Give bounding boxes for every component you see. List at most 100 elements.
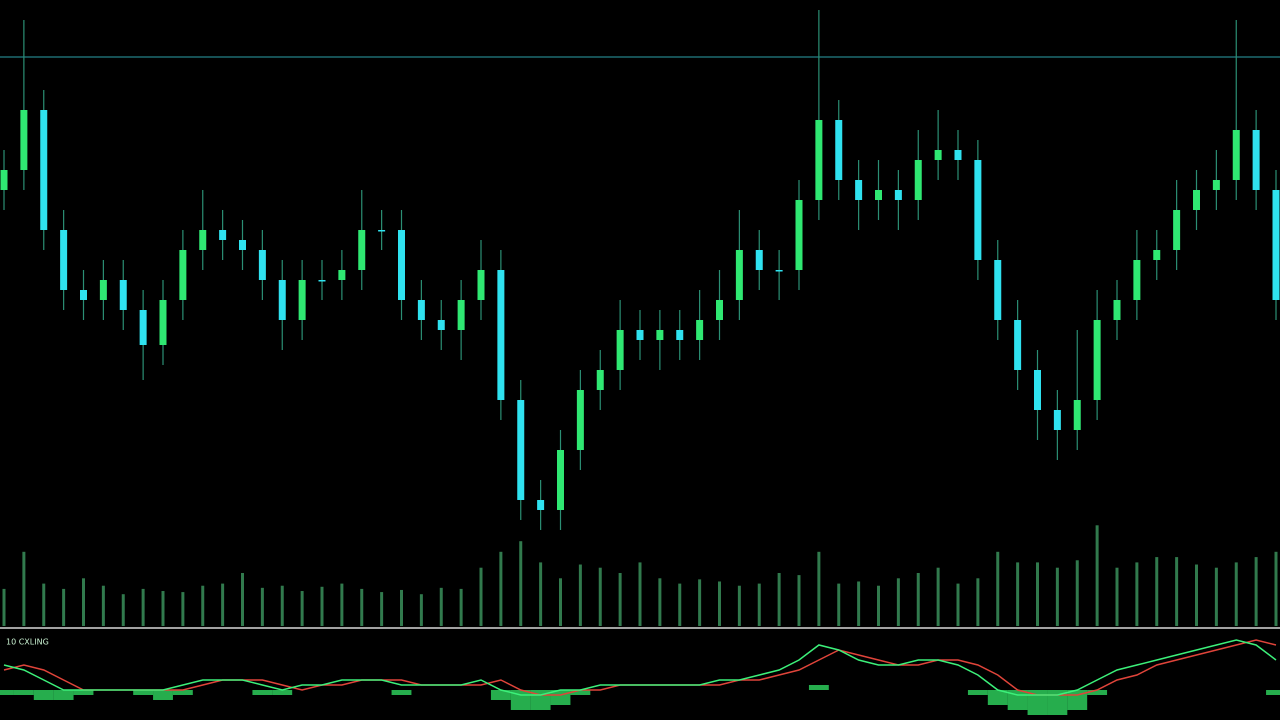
candle-body	[437, 320, 445, 330]
volume-bar	[578, 564, 582, 626]
volume-bar	[1155, 557, 1159, 626]
candle-body	[20, 110, 28, 170]
candle-body	[338, 270, 346, 280]
volume-bar	[817, 551, 821, 626]
candle-body	[755, 250, 763, 270]
candle-body	[1113, 300, 1121, 320]
volume-bar	[380, 592, 384, 626]
volume-bar	[598, 567, 602, 626]
histogram-bar	[987, 690, 1008, 705]
volume-bar	[519, 541, 523, 626]
candle-body	[616, 330, 624, 370]
candle-body	[636, 330, 644, 340]
candle-body	[795, 200, 803, 270]
volume-bar	[320, 586, 324, 626]
candle-body	[159, 300, 167, 345]
histogram-bar	[0, 690, 14, 695]
volume-bar	[1214, 567, 1218, 626]
candle-body	[119, 280, 127, 310]
candle-body	[457, 300, 465, 330]
candle-body	[1212, 180, 1220, 190]
volume-bar	[101, 585, 105, 626]
volume-bar	[718, 581, 721, 626]
volume-bar	[1254, 557, 1258, 626]
candle-body	[1252, 130, 1260, 190]
volume-bar	[1195, 564, 1198, 626]
candle-body	[894, 190, 902, 200]
candle-body	[716, 300, 723, 320]
volume-bar	[241, 573, 244, 626]
volume-bar	[2, 588, 6, 626]
candle-body	[855, 180, 863, 200]
volume-bar	[956, 583, 960, 626]
indicator-label: 10 CXLING	[6, 638, 49, 647]
candle-body	[477, 270, 485, 300]
volume-bar	[976, 578, 980, 626]
volume-bar	[141, 588, 145, 626]
volume-bar	[280, 585, 284, 626]
candle-body	[139, 310, 147, 345]
candle-body	[1014, 320, 1022, 370]
histogram-bar	[252, 690, 273, 695]
candle-body	[557, 450, 564, 510]
volume-bar	[757, 583, 761, 626]
histogram-bar	[172, 690, 193, 695]
candle-body	[199, 230, 207, 250]
histogram-bar	[490, 690, 511, 700]
candle-body	[1272, 190, 1280, 300]
candle-body	[417, 300, 425, 320]
candle-body	[1193, 190, 1200, 210]
candle-body	[696, 320, 704, 340]
candle-body	[80, 290, 87, 300]
candle-body	[676, 330, 684, 340]
candle-body	[835, 120, 843, 180]
candle-body	[735, 250, 743, 300]
volume-bar	[121, 594, 125, 626]
volume-bar	[82, 578, 85, 626]
volume-bar	[1175, 557, 1179, 626]
volume-bar	[877, 585, 880, 626]
volume-bar	[1274, 551, 1278, 626]
volume-bar	[797, 575, 801, 626]
volume-bar	[22, 551, 26, 626]
histogram-bar	[570, 690, 591, 695]
volume-bar	[300, 591, 304, 626]
volume-bar	[360, 588, 364, 626]
volume-bar	[499, 551, 503, 626]
volume-bar	[1055, 567, 1059, 626]
candle-body	[576, 390, 584, 450]
histogram-bar	[153, 690, 173, 700]
candle-body	[1133, 260, 1141, 300]
histogram-bar	[1087, 690, 1108, 695]
volume-bar	[439, 587, 443, 626]
volume-bar	[698, 579, 702, 626]
volume-bar	[340, 583, 344, 626]
candle-body	[1034, 370, 1041, 410]
volume-bar	[638, 562, 642, 626]
candle-body	[497, 270, 505, 400]
candle-body	[596, 370, 604, 390]
histogram-bar	[808, 685, 829, 690]
candle-body	[1173, 210, 1181, 250]
candle-body	[398, 230, 405, 300]
volume-bar	[678, 583, 682, 626]
histogram-bar	[1047, 690, 1068, 715]
candle-body	[1053, 410, 1061, 430]
candle-body	[537, 500, 545, 510]
volume-bar	[539, 562, 543, 626]
histogram-bar	[967, 690, 988, 695]
candle-body	[517, 400, 525, 500]
candle-body	[278, 280, 286, 320]
candle-body	[99, 280, 107, 300]
candle-body	[974, 160, 982, 260]
indicator-line	[3, 639, 1277, 696]
histogram-bar	[1027, 690, 1048, 715]
volume-bar	[400, 589, 403, 626]
volume-bar	[936, 567, 940, 626]
candle-body	[60, 230, 68, 290]
volume-bar	[559, 578, 562, 626]
candle-body	[934, 150, 942, 160]
volume-bar	[1234, 562, 1238, 626]
volume-bar	[996, 551, 1000, 626]
